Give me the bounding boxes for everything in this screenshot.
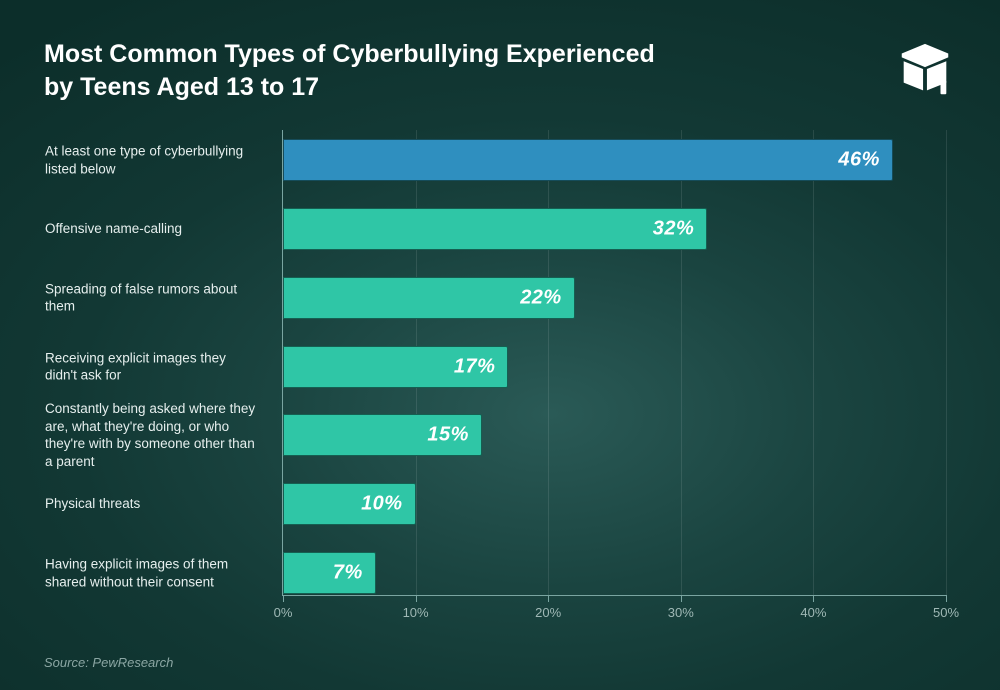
bar: 32% xyxy=(283,208,707,250)
title-line-1: Most Common Types of Cyberbullying Exper… xyxy=(44,40,655,68)
bar: 46% xyxy=(283,139,893,181)
title-line-2: by Teens Aged 13 to 17 xyxy=(44,73,319,101)
axis-tick xyxy=(813,595,814,602)
axis-tick-label: 40% xyxy=(800,605,826,620)
axis-tick-label: 50% xyxy=(933,605,959,620)
chart-inner: 0% 10% 20% 30% 40% 50% At least one type of cy… xyxy=(44,130,966,620)
bar: 17% xyxy=(283,346,508,388)
bar-value: 10% xyxy=(361,493,403,516)
bar-label: At least one type of cyberbullying liste… xyxy=(45,142,269,177)
axis-tick xyxy=(416,595,417,602)
bar-value: 46% xyxy=(838,149,880,172)
bar-label: Receiving explicit images they didn't as… xyxy=(45,349,269,384)
bar: 15% xyxy=(283,414,482,456)
gridline xyxy=(548,130,549,595)
gridline xyxy=(813,130,814,595)
bar: 22% xyxy=(283,277,575,319)
axis-tick-label: 20% xyxy=(535,605,561,620)
axis-tick-label: 30% xyxy=(668,605,694,620)
axis-tick xyxy=(548,595,549,602)
gridline xyxy=(681,130,682,595)
chart-area: 0% 10% 20% 30% 40% 50% At least one type of cy… xyxy=(44,130,966,620)
axis-tick xyxy=(946,595,947,602)
chart-plot: 0%10%20%30%40%50%At least one type of cy… xyxy=(282,130,946,596)
bar-label: Physical threats xyxy=(45,495,269,513)
header: Most Common Types of Cyberbullying Exper… xyxy=(44,38,956,103)
bar-label: Having explicit images of them shared wi… xyxy=(45,555,269,590)
bar: 10% xyxy=(283,483,416,525)
page-title: Most Common Types of Cyberbullying Exper… xyxy=(44,38,655,103)
infographic-container: Most Common Types of Cyberbullying Exper… xyxy=(0,0,1000,690)
axis-tick-label: 0% xyxy=(274,605,293,620)
gridline xyxy=(946,130,947,595)
bar-value: 22% xyxy=(520,286,562,309)
brand-logo-icon xyxy=(894,38,956,100)
axis-tick xyxy=(681,595,682,602)
axis-tick-label: 10% xyxy=(403,605,429,620)
bar-value: 17% xyxy=(454,355,496,378)
bar: 7% xyxy=(283,552,376,594)
bar-value: 15% xyxy=(427,424,469,447)
bar-value: 32% xyxy=(653,217,695,240)
bar-label: Constantly being asked where they are, w… xyxy=(45,400,269,470)
source-attribution: Source: PewResearch xyxy=(44,655,173,670)
bar-value: 7% xyxy=(333,562,363,585)
bar-label: Spreading of false rumors about them xyxy=(45,280,269,315)
axis-tick xyxy=(283,595,284,602)
bar-label: Offensive name-calling xyxy=(45,220,269,238)
